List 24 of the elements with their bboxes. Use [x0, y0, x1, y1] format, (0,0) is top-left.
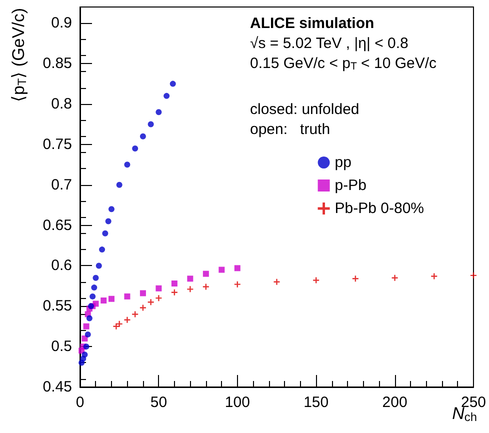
x-tick-label: 200: [382, 394, 408, 411]
y-tick-label: 0.75: [42, 136, 72, 153]
y-tick-label: 0.85: [42, 55, 72, 72]
annotation: 0.15 GeV/c < pT < 10 GeV/c: [250, 55, 438, 72]
x-tick-label: 100: [224, 394, 250, 411]
legend-label: Pb-Pb 0-80%: [334, 200, 424, 217]
legend-label: p-Pb: [334, 177, 366, 194]
x-tick-label: 0: [76, 394, 84, 411]
annotation: √s = 5.02 TeV , |η| < 0.8: [250, 35, 408, 52]
y-tick-label: 0.45: [42, 378, 72, 396]
y-axis-title: ⟨pT⟩ (GeV/c): [9, 8, 29, 102]
x-tick-label: 50: [150, 394, 168, 411]
y-tick-label: 0.5: [51, 338, 72, 356]
x-tick-label: 150: [304, 394, 329, 411]
y-tick-label: 0.9: [51, 14, 72, 32]
legend-label: pp: [334, 154, 352, 171]
annotation: ALICE simulation: [250, 15, 374, 32]
y-tick-label: 0.65: [42, 216, 72, 234]
annotation: open: truth: [250, 121, 330, 138]
annotation: closed: unfolded: [250, 101, 360, 118]
y-tick-label: 0.55: [42, 298, 72, 315]
y-tick-label: 0.8: [51, 96, 72, 113]
y-tick-label: 0.6: [51, 257, 72, 274]
y-tick-label: 0.7: [51, 176, 72, 194]
